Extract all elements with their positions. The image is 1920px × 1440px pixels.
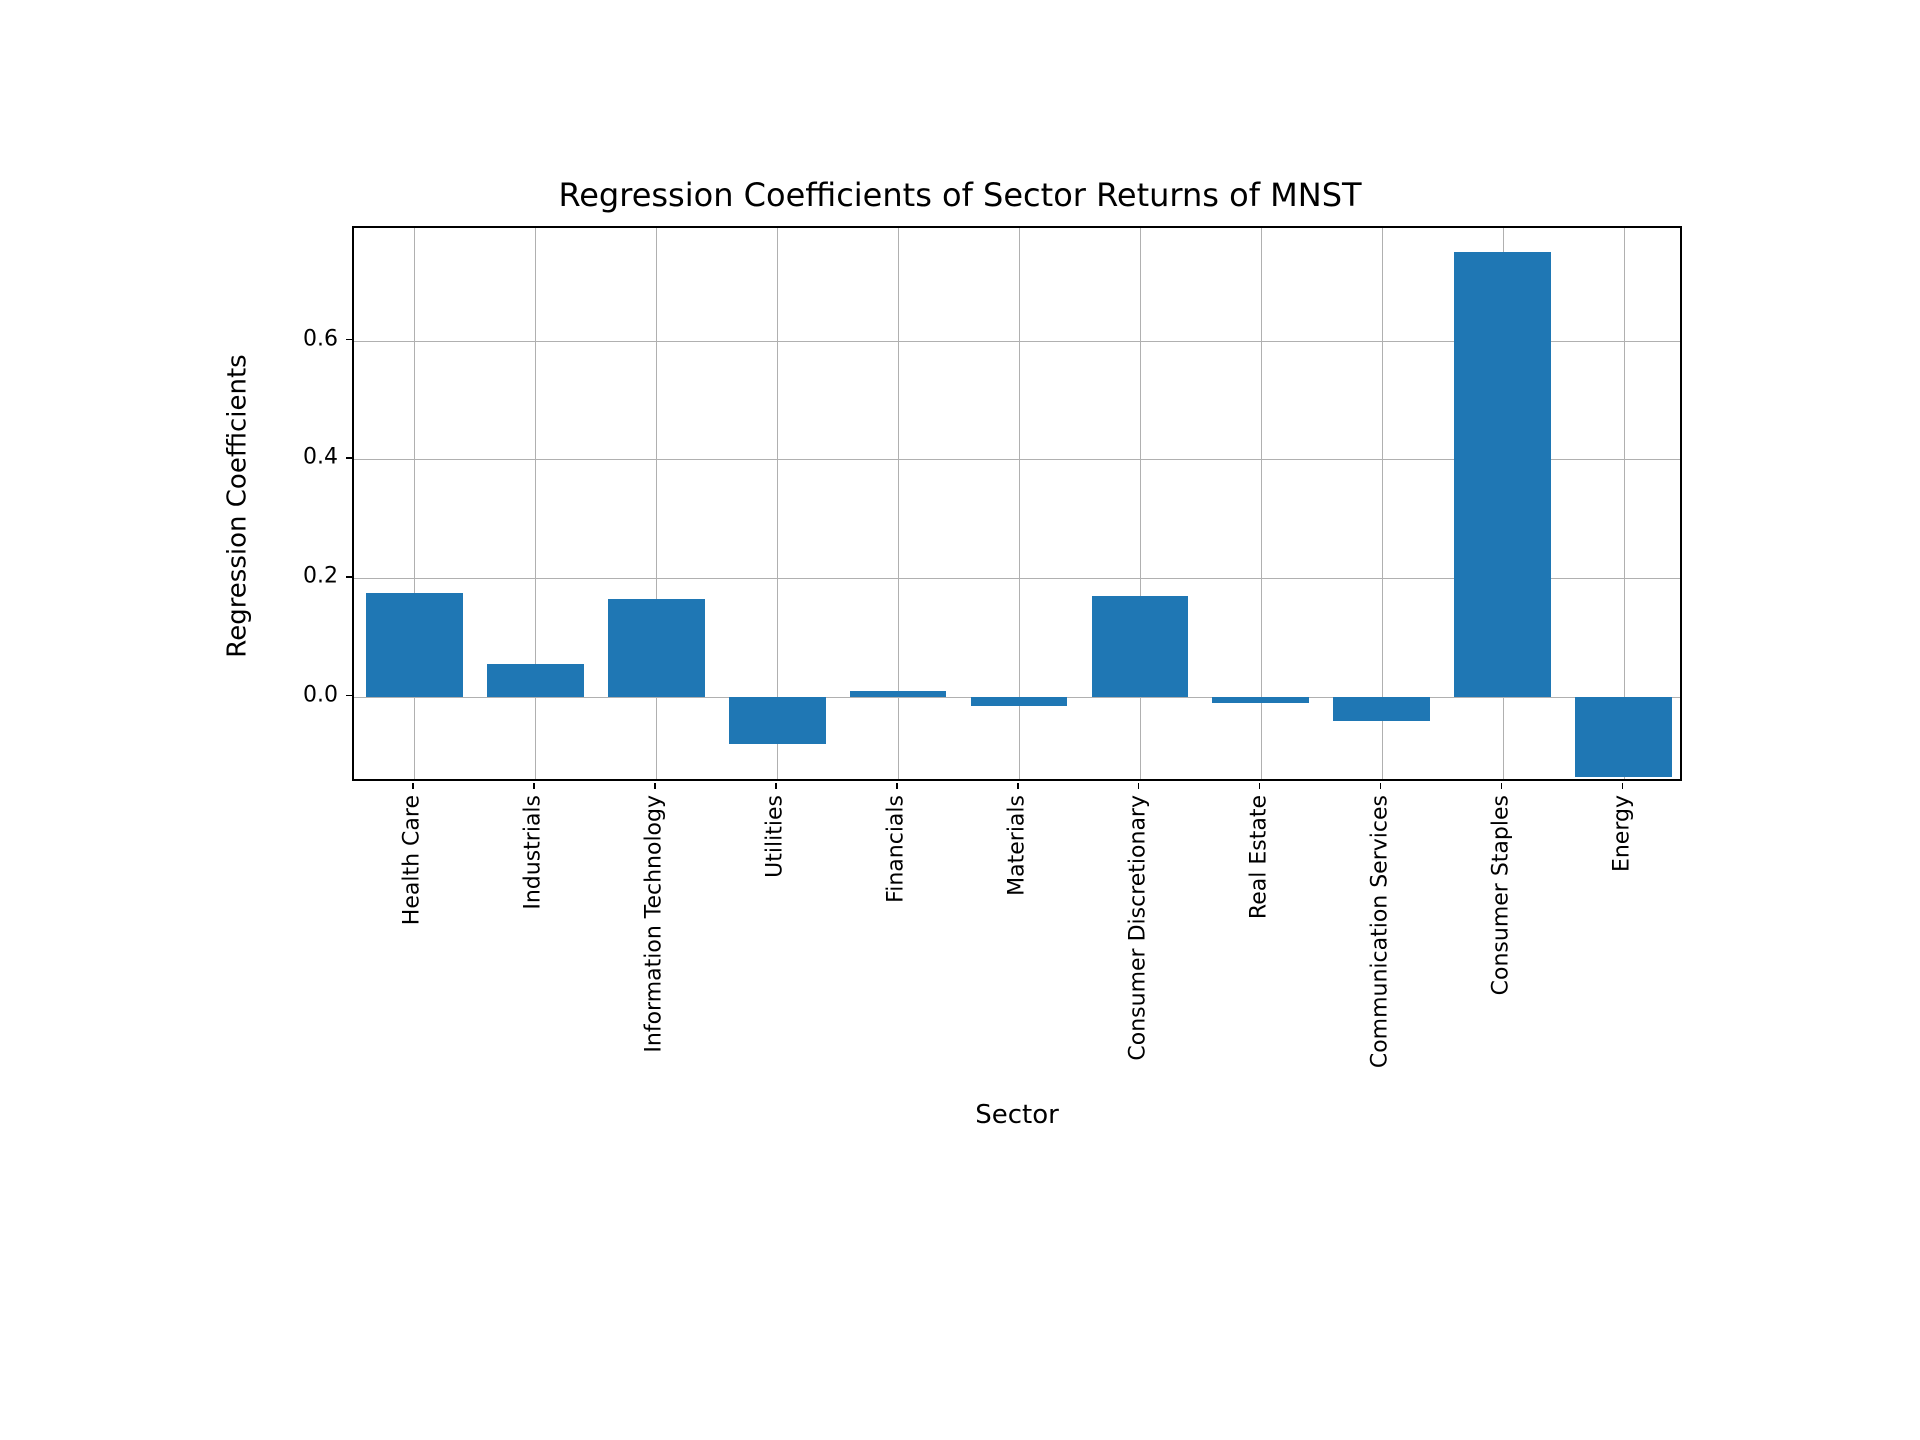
xtick-mark (896, 783, 898, 789)
xtick-label: Information Technology (642, 795, 667, 1053)
xtick-mark (1017, 783, 1019, 789)
xtick-mark (1138, 783, 1140, 789)
bar (487, 664, 584, 697)
bar (850, 691, 947, 697)
xtick-label: Industrials (521, 795, 546, 910)
ytick-label: 0.2 (192, 564, 338, 589)
xtick-label: Energy (1609, 795, 1634, 872)
ytick-mark (346, 695, 352, 697)
bar (1212, 697, 1309, 703)
ytick-mark (346, 576, 352, 578)
xtick-label: Consumer Discretionary (1125, 795, 1150, 1061)
xtick-mark (1622, 783, 1624, 789)
xtick-label: Materials (1005, 795, 1030, 896)
ytick-label: 0.4 (192, 445, 338, 470)
ytick-label: 0.6 (192, 326, 338, 351)
xtick-label: Financials (884, 795, 909, 903)
bar (366, 593, 463, 697)
ytick-label: 0.0 (192, 682, 338, 707)
xtick-mark (1259, 783, 1261, 789)
xtick-label: Utilities (763, 795, 788, 878)
xtick-mark (1380, 783, 1382, 789)
xtick-mark (654, 783, 656, 789)
bar (729, 697, 826, 744)
bar (1333, 697, 1430, 721)
xtick-label: Consumer Staples (1488, 795, 1513, 995)
x-axis-label: Sector (352, 1100, 1682, 1130)
xtick-label: Real Estate (1246, 795, 1271, 919)
bar (1575, 697, 1672, 777)
chart-figure: Regression Coefficients of Sector Return… (192, 144, 1728, 1296)
xtick-mark (412, 783, 414, 789)
ytick-mark (346, 339, 352, 341)
bar (1454, 252, 1551, 697)
xtick-mark (1501, 783, 1503, 789)
ytick-mark (346, 457, 352, 459)
xtick-label: Communication Services (1367, 795, 1392, 1068)
bar (1092, 596, 1189, 697)
plot-area (352, 226, 1682, 781)
xtick-mark (775, 783, 777, 789)
bar (608, 599, 705, 697)
xtick-mark (533, 783, 535, 789)
bar (971, 697, 1068, 706)
xtick-label: Health Care (400, 795, 425, 925)
chart-title: Regression Coefficients of Sector Return… (192, 176, 1728, 214)
